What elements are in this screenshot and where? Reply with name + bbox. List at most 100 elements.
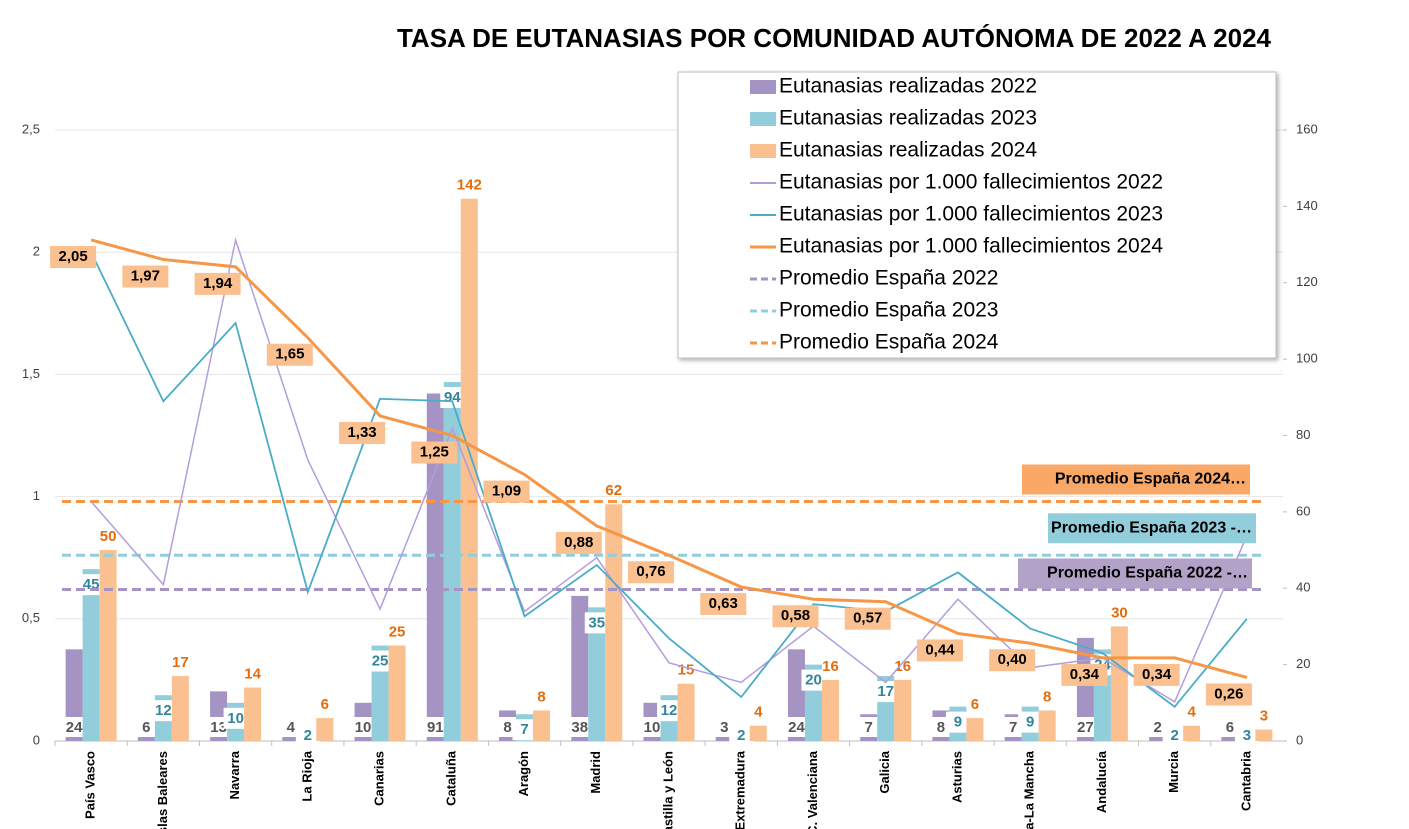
value-label: 62 <box>605 482 622 499</box>
x-tick-label: La Rioja <box>299 750 314 801</box>
value-label-box <box>135 717 158 737</box>
reference-label: Promedio España 2024… <box>1055 471 1246 488</box>
value-label: 3 <box>1243 727 1251 744</box>
bar <box>749 725 767 741</box>
value-label: 15 <box>678 662 695 679</box>
x-tick-label: Castilla y León <box>660 751 675 829</box>
bar <box>677 683 695 741</box>
value-label: 7 <box>865 719 873 736</box>
x-tick-label: Islas Baleares <box>155 751 170 829</box>
value-label-box <box>223 707 248 729</box>
value-label-box <box>801 669 826 691</box>
value-label: 38 <box>571 719 588 736</box>
line-label: 2,05 <box>59 248 88 265</box>
bar <box>1076 637 1094 741</box>
x-tick-label: Cataluña <box>444 750 459 806</box>
y-tick-label: 1,5 <box>22 366 40 381</box>
y-tick-label: 1 <box>33 488 40 503</box>
value-label: 4 <box>287 719 296 736</box>
value-label-box <box>151 700 176 722</box>
value-label: 14 <box>244 666 261 683</box>
value-label: 16 <box>822 658 839 675</box>
legend-swatch <box>750 112 776 126</box>
bar <box>82 569 100 741</box>
line-label: 0,26 <box>1214 685 1243 702</box>
value-label: 142 <box>457 177 482 194</box>
line-label-box <box>700 593 747 616</box>
bar <box>821 679 839 741</box>
line-label-box <box>122 265 169 288</box>
legend-label: Eutanasias realizadas 2024 <box>779 139 1037 162</box>
legend-label: Eutanasias por 1.000 fallecimientos 2023 <box>779 203 1163 226</box>
bar <box>894 679 912 741</box>
y2-tick-label: 0 <box>1296 732 1303 747</box>
value-label: 7 <box>520 721 528 738</box>
legend-swatch <box>750 80 776 94</box>
x-tick-label: Navarra <box>227 750 242 799</box>
value-label-box <box>1074 717 1097 737</box>
value-label: 8 <box>1043 688 1051 705</box>
value-label: 24 <box>788 719 805 736</box>
value-label-box <box>512 719 537 741</box>
value-label: 2 <box>1153 719 1161 736</box>
line-label: 0,88 <box>564 534 593 551</box>
reference-label-box <box>1048 513 1256 544</box>
value-label: 9 <box>954 714 962 731</box>
value-label: 24 <box>66 719 83 736</box>
value-label: 16 <box>894 658 911 675</box>
line-label: 0,76 <box>636 563 665 580</box>
reference-label-box <box>1022 464 1250 495</box>
value-label: 50 <box>100 528 117 545</box>
value-label-box <box>785 717 808 737</box>
value-label: 10 <box>227 710 244 727</box>
value-label: 27 <box>1077 719 1094 736</box>
value-label-box <box>568 717 591 737</box>
value-label: 17 <box>877 683 894 700</box>
value-label: 6 <box>971 696 979 713</box>
x-tick-label: Galicia <box>877 750 892 793</box>
value-label: 10 <box>355 719 372 736</box>
value-label-box <box>1234 725 1259 746</box>
line-label: 1,33 <box>347 424 376 441</box>
bar <box>1183 725 1201 741</box>
value-label: 8 <box>537 688 545 705</box>
value-label-box <box>63 717 86 737</box>
line-label-box <box>555 531 602 554</box>
line-label: 1,09 <box>492 483 521 500</box>
line-label-box <box>411 441 458 464</box>
value-label: 13 <box>210 719 227 736</box>
value-label: 30 <box>1111 604 1128 621</box>
bar <box>571 595 589 741</box>
value-label-box <box>424 717 447 737</box>
value-label-box <box>584 612 609 634</box>
reference-label: Promedio España 2022 -… <box>1047 565 1248 582</box>
x-tick-label: Canarias <box>371 751 386 806</box>
value-label: 25 <box>389 624 406 641</box>
value-label: 6 <box>1226 719 1234 736</box>
y2-tick-label: 40 <box>1296 580 1310 595</box>
x-tick-label: Murcia <box>1166 750 1181 793</box>
value-label-box <box>641 717 663 737</box>
line-label: 1,25 <box>420 443 449 460</box>
value-label: 17 <box>172 654 189 671</box>
y2-tick-label: 140 <box>1296 198 1318 213</box>
line-label-box <box>194 272 241 295</box>
line-label-box <box>483 480 530 503</box>
line-label-box <box>989 649 1036 672</box>
value-label: 7 <box>1009 719 1017 736</box>
value-label: 8 <box>937 719 945 736</box>
line-label-box <box>916 639 963 662</box>
y2-tick-label: 60 <box>1296 503 1310 518</box>
legend-label: Eutanasias realizadas 2022 <box>779 75 1037 98</box>
bar <box>533 710 551 741</box>
value-label: 10 <box>644 719 661 736</box>
value-label: 12 <box>661 702 678 719</box>
value-label: 6 <box>321 696 329 713</box>
bar <box>244 687 262 741</box>
line-label-box <box>1061 663 1108 686</box>
y2-tick-label: 80 <box>1296 427 1310 442</box>
value-label-box <box>857 717 880 737</box>
legend-label: Promedio España 2023 <box>779 299 999 322</box>
value-label: 20 <box>805 672 822 689</box>
x-tick-label: Asturias <box>949 751 964 803</box>
